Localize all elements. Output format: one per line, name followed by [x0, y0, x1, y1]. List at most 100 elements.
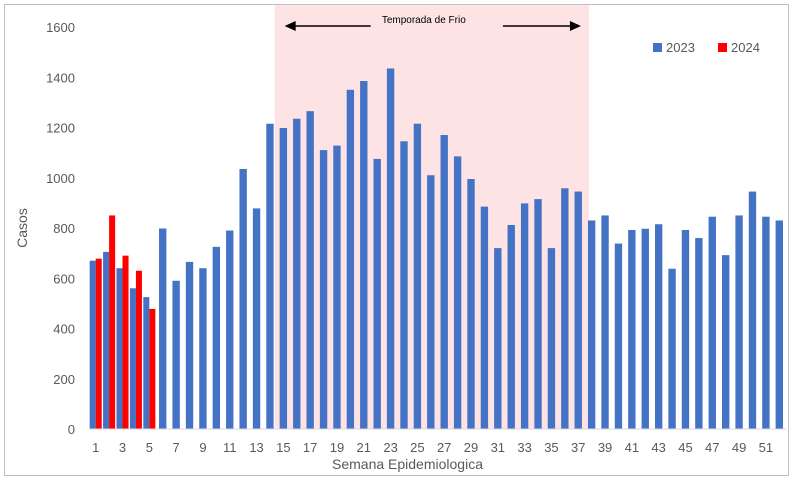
legend-swatch-2024 — [718, 43, 727, 52]
bar-2023-week-52 — [775, 220, 783, 429]
y-tick-label: 1600 — [46, 20, 75, 35]
bar-2023-week-47 — [708, 216, 716, 429]
bar-2023-week-24 — [400, 141, 408, 429]
bar-2023-week-29 — [467, 179, 475, 429]
x-tick-label: 49 — [732, 440, 746, 455]
bar-2023-week-50 — [748, 191, 757, 429]
bar-2023-week-37 — [574, 191, 582, 429]
x-tick-label: 45 — [678, 440, 692, 455]
bar-2023-week-15 — [279, 128, 288, 429]
x-tick-label: 11 — [223, 440, 237, 455]
bar-2023-week-41 — [628, 230, 636, 429]
bar-2023-week-7 — [172, 280, 180, 429]
bar-2023-week-22 — [373, 158, 381, 429]
x-axis-ticks: 1 3 5 7 9 11 13 15 17 19 21 23 25 27 29 31 33 35 37 39 41 43 4… — [92, 440, 773, 455]
bar-2023-week-14 — [266, 123, 274, 429]
y-tick-label: 1000 — [46, 171, 75, 186]
bar-2023-week-42 — [641, 228, 649, 429]
x-tick-label: 9 — [199, 440, 206, 455]
x-tick-label: 3 — [119, 440, 126, 455]
y-tick-label: 400 — [53, 322, 75, 337]
bar-2023-week-33 — [520, 203, 529, 429]
bar-2023-week-6 — [159, 228, 167, 429]
y-tick-label: 1400 — [46, 70, 75, 85]
bar-2023-week-23 — [386, 68, 395, 430]
bar-2023-week-5 — [143, 297, 150, 429]
bar-2023-week-44 — [668, 268, 676, 429]
bar-2023-week-18 — [319, 150, 328, 430]
bar-2023-week-12 — [239, 168, 247, 430]
y-tick-label: 600 — [53, 271, 75, 286]
bar-2023-week-28 — [453, 156, 462, 430]
x-tick-label: 39 — [598, 440, 612, 455]
x-tick-label: 13 — [249, 440, 263, 455]
bar-2023-week-45 — [681, 230, 690, 429]
bar-2023-week-4 — [129, 288, 136, 429]
x-tick-label: 43 — [651, 440, 665, 455]
x-tick-label: 35 — [544, 440, 558, 455]
x-tick-label: 1 — [92, 440, 99, 455]
x-axis-title: Semana Epidemiologica — [332, 456, 483, 472]
bar-2023-week-36 — [561, 188, 569, 429]
bar-2024-week-1 — [95, 258, 102, 429]
bar-2023-week-1 — [89, 260, 96, 429]
y-axis-ticks: 0 200 400 600 800 1000 1200 1400 1600 — [46, 20, 75, 437]
x-tick-label: 33 — [517, 440, 531, 455]
x-tick-label: 31 — [491, 440, 505, 455]
x-tick-label: 37 — [571, 440, 585, 455]
bar-2023-week-49 — [735, 215, 743, 429]
y-tick-label: 800 — [53, 221, 75, 236]
bar-2023-week-39 — [601, 215, 609, 429]
bar-2023-week-35 — [547, 248, 556, 429]
bar-2024-week-2 — [109, 215, 116, 429]
cold-season-annotation: Temporada de Frio — [284, 15, 581, 31]
y-tick-label: 200 — [53, 372, 75, 387]
legend-swatch-2023 — [653, 43, 662, 52]
x-tick-label: 29 — [464, 440, 478, 455]
x-tick-label: 15 — [276, 440, 290, 455]
y-tick-label: 0 — [68, 422, 75, 437]
series-2024-bars — [95, 215, 156, 429]
bar-2023-week-34 — [534, 199, 542, 429]
bar-2023-week-17 — [306, 111, 314, 429]
series-2023-bars — [89, 68, 783, 430]
bar-2023-week-16 — [293, 118, 301, 430]
annotation-arrowhead-left — [284, 21, 296, 31]
chart-frame: 0 200 400 600 800 1000 1200 1400 1600 1 3 5 7 9 11 13 1… — [4, 4, 789, 476]
legend-label-2023: 2023 — [666, 40, 695, 55]
bar-2023-week-20 — [346, 89, 355, 429]
x-tick-label: 5 — [146, 440, 153, 455]
y-tick-label: 1200 — [46, 121, 75, 136]
bar-2023-week-31 — [494, 248, 502, 429]
bar-2023-week-43 — [654, 224, 663, 429]
bar-2023-week-38 — [587, 220, 596, 429]
x-tick-label: 25 — [410, 440, 424, 455]
bar-2024-week-3 — [122, 255, 129, 429]
x-tick-label: 7 — [173, 440, 180, 455]
y-axis-title: Casos — [14, 208, 30, 248]
bar-2023-week-21 — [360, 81, 368, 430]
legend: 2023 2024 — [653, 40, 760, 55]
x-tick-label: 23 — [383, 440, 397, 455]
bar-2023-week-19 — [333, 145, 341, 429]
legend-label-2024: 2024 — [731, 40, 760, 55]
bar-2023-week-13 — [252, 208, 261, 429]
bar-2023-week-27 — [440, 135, 448, 429]
bar-2023-week-11 — [226, 230, 234, 429]
bar-2023-week-10 — [212, 246, 221, 429]
x-tick-label: 27 — [437, 440, 451, 455]
bar-2023-week-32 — [507, 224, 515, 429]
bar-2023-week-40 — [614, 243, 623, 429]
x-tick-label: 47 — [705, 440, 719, 455]
bar-2023-week-48 — [721, 255, 730, 429]
bar-2023-week-2 — [103, 251, 110, 429]
bar-2024-week-4 — [135, 270, 142, 429]
bar-2023-week-3 — [116, 268, 123, 429]
bar-2023-week-26 — [427, 175, 435, 429]
bar-2023-week-46 — [695, 238, 703, 429]
bar-2023-week-51 — [762, 216, 770, 429]
x-tick-label: 19 — [330, 440, 344, 455]
bar-2023-week-30 — [480, 206, 489, 429]
annotation-label: Temporada de Frio — [382, 15, 466, 26]
